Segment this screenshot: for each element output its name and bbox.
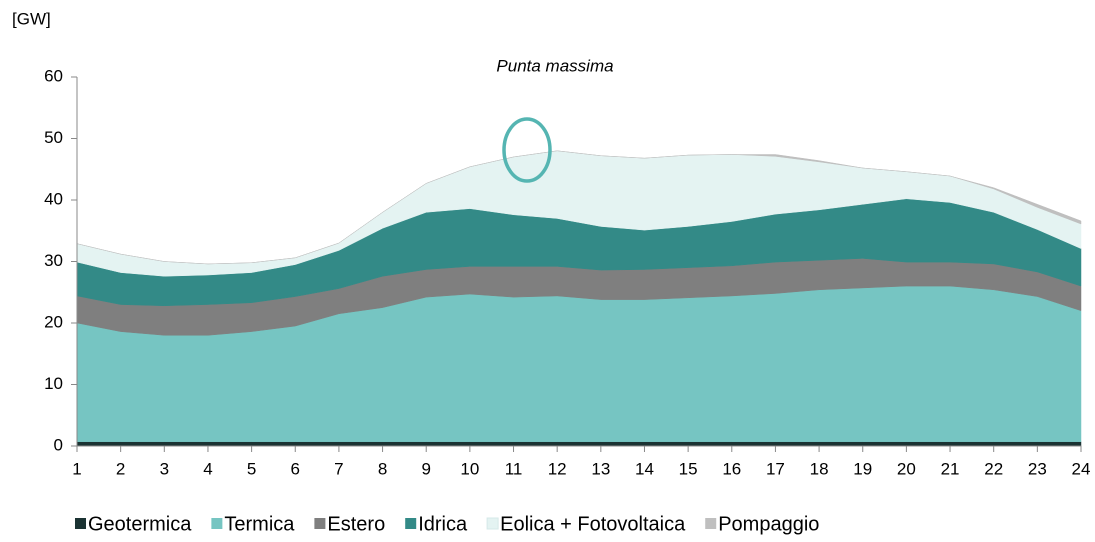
y-tick-label: 0 [54,435,63,454]
legend-label: Eolica + Fotovoltaica [500,513,686,535]
x-tick-label: 22 [984,459,1003,478]
legend-swatch [75,518,86,529]
chart-title: Punta massima [496,56,613,75]
legend-label: Estero [327,513,385,535]
legend-swatch [314,518,326,529]
legend-swatch [405,518,417,529]
x-tick-label: 15 [679,459,698,478]
y-tick-label: 20 [44,312,63,331]
x-tick-label: 4 [203,459,212,478]
x-tick-label: 24 [1072,459,1091,478]
x-tick-label: 11 [505,459,523,478]
x-tick-label: 2 [116,459,125,478]
y-tick-label: 30 [44,251,63,270]
x-tick-label: 9 [421,459,430,478]
x-tick-label: 21 [941,459,960,478]
legend-label: Idrica [418,513,468,535]
legend-label: Termica [224,513,295,535]
x-tick-label: 7 [334,459,343,478]
highlight-circle [502,117,552,183]
area [76,150,1082,265]
y-tick-label: 10 [44,374,63,393]
x-tick-label: 20 [897,459,916,478]
x-tick-label: 1 [72,459,81,478]
y-tick-label: 40 [44,189,63,208]
x-tick-label: 19 [853,459,872,478]
x-tick-label: 5 [247,459,256,478]
legend-label: Geotermica [88,513,192,535]
legend-swatch [705,518,717,529]
y-tick-label: 50 [44,128,63,147]
area [76,441,1082,447]
x-tick-label: 8 [378,459,387,478]
legend-swatch [211,518,223,529]
y-axis-label: [GW] [12,9,51,28]
x-tick-label: 23 [1028,459,1047,478]
x-tick-label: 12 [548,459,567,478]
x-tick-label: 16 [722,459,741,478]
areas [76,150,1082,447]
legend-label: Pompaggio [718,513,819,535]
x-tick-label: 10 [460,459,479,478]
x-tick-label: 17 [766,459,785,478]
x-tick-label: 13 [591,459,610,478]
x-tick-label: 18 [810,459,829,478]
legend-swatch [486,517,499,530]
x-tick-label: 6 [291,459,300,478]
y-tick-label: 60 [44,66,63,85]
x-tick-label: 3 [160,459,169,478]
x-tick-label: 14 [635,459,654,478]
